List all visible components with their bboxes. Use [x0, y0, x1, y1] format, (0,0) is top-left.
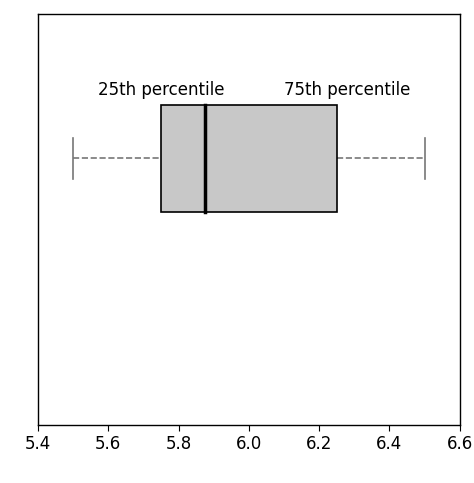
Bar: [161, 105, 337, 212]
Text: 25th percentile: 25th percentile: [98, 81, 224, 99]
Text: 75th percentile: 75th percentile: [284, 81, 410, 99]
